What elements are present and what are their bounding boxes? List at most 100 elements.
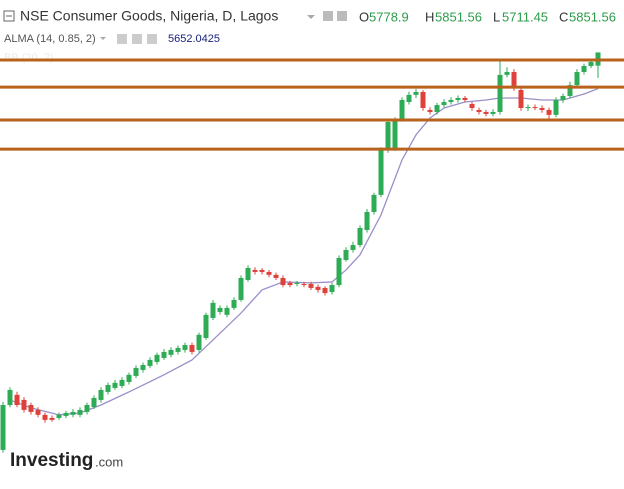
candle-body — [546, 109, 552, 115]
candle-body — [112, 382, 118, 388]
candle-body — [308, 283, 314, 288]
candle-body — [399, 99, 405, 120]
settings-icon[interactable] — [337, 11, 347, 21]
candle-body — [84, 405, 90, 412]
candle-body — [189, 345, 195, 352]
candle-body — [469, 103, 475, 108]
candle-body — [553, 99, 559, 115]
candle-body — [49, 417, 55, 420]
indicator-value: 5652.0425 — [168, 33, 220, 45]
candle-body — [231, 299, 237, 308]
candle-body — [476, 109, 482, 112]
candle-body — [259, 269, 265, 272]
candle-body — [315, 286, 321, 290]
candle-body — [266, 271, 272, 275]
candle-body — [560, 95, 566, 100]
candle-body — [7, 389, 13, 406]
brand-suffix: .com — [95, 454, 123, 469]
candle-body — [301, 283, 307, 286]
candle-body — [105, 385, 111, 392]
candle-body — [280, 277, 286, 286]
candle-body — [427, 109, 433, 112]
candle-body — [448, 99, 454, 102]
candle-body — [217, 307, 223, 312]
candle-body — [133, 367, 139, 376]
candle-body — [14, 394, 20, 406]
candle-body — [245, 267, 251, 280]
candle-body — [98, 389, 104, 400]
candle-body — [161, 351, 167, 358]
candle-body — [462, 97, 468, 100]
candle-body — [287, 282, 293, 286]
candle-body — [420, 91, 426, 108]
candle-body — [518, 89, 524, 108]
collapse-icon[interactable] — [3, 10, 15, 22]
candle-body — [413, 91, 419, 95]
candle-body — [406, 94, 412, 102]
indicator2-label: BB (20, 2) — [4, 52, 54, 64]
candle-body — [273, 274, 279, 278]
candle-body — [119, 379, 125, 386]
candle-body — [357, 227, 363, 246]
candle-body — [434, 105, 440, 112]
candle-body — [28, 405, 34, 412]
candle-body — [35, 409, 41, 415]
ohlc-value: 5851.56 — [435, 9, 482, 24]
ohlc-letter: C — [559, 9, 568, 24]
ohlc-letter: H — [425, 9, 434, 24]
candle-body — [378, 149, 384, 195]
candle-body — [532, 107, 538, 109]
candle-body — [70, 411, 76, 415]
candle-body — [252, 269, 258, 272]
dropdown[interactable] — [307, 15, 315, 19]
candle-body — [490, 111, 496, 114]
candle-body — [525, 107, 531, 109]
candle-body — [175, 347, 181, 352]
candle-body — [574, 71, 580, 86]
candle-body — [154, 354, 160, 362]
candle-body — [350, 245, 356, 250]
chart-title: NSE Consumer Goods, Nigeria, D, Lagos — [20, 8, 278, 24]
candle-body — [364, 211, 370, 230]
eye-icon[interactable] — [117, 34, 127, 44]
candle-body — [224, 307, 230, 315]
candle-body — [392, 119, 398, 148]
candle-body — [140, 365, 146, 370]
candle-body — [483, 111, 489, 114]
candle-body — [343, 249, 349, 260]
candle-body — [588, 61, 594, 66]
ohlc-letter: O — [359, 9, 369, 24]
candle-body — [322, 287, 328, 294]
candle-body — [196, 334, 202, 350]
brand: Investing — [10, 450, 93, 471]
candle-body — [455, 97, 461, 100]
alma-line — [9, 88, 599, 416]
candle-body — [126, 374, 132, 382]
candle-body — [539, 107, 545, 110]
candle-body — [294, 282, 300, 284]
candle-body — [182, 345, 188, 350]
candle-body — [63, 413, 69, 416]
candle-body — [91, 397, 97, 408]
candle-body — [441, 101, 447, 106]
candle-body — [0, 405, 6, 450]
ohlc-value: 5778.9 — [369, 9, 409, 24]
candle-body — [21, 399, 27, 410]
candle-body — [581, 65, 587, 72]
candle-body — [42, 414, 48, 420]
indicator-label: ALMA (14, 0.85, 2) — [4, 33, 96, 45]
candle-body — [56, 414, 62, 418]
settings-icon[interactable] — [132, 34, 142, 44]
candle-body — [210, 302, 216, 318]
eye-icon[interactable] — [323, 11, 333, 21]
candle-body — [77, 409, 83, 415]
ohlc-value: 5711.45 — [502, 9, 548, 24]
candle-body — [385, 121, 391, 150]
close-icon[interactable] — [147, 34, 157, 44]
candle-body — [511, 71, 517, 88]
candle-body — [497, 74, 503, 112]
candle-body — [203, 314, 209, 338]
candle-body — [567, 85, 573, 96]
dropdown[interactable] — [100, 37, 106, 40]
